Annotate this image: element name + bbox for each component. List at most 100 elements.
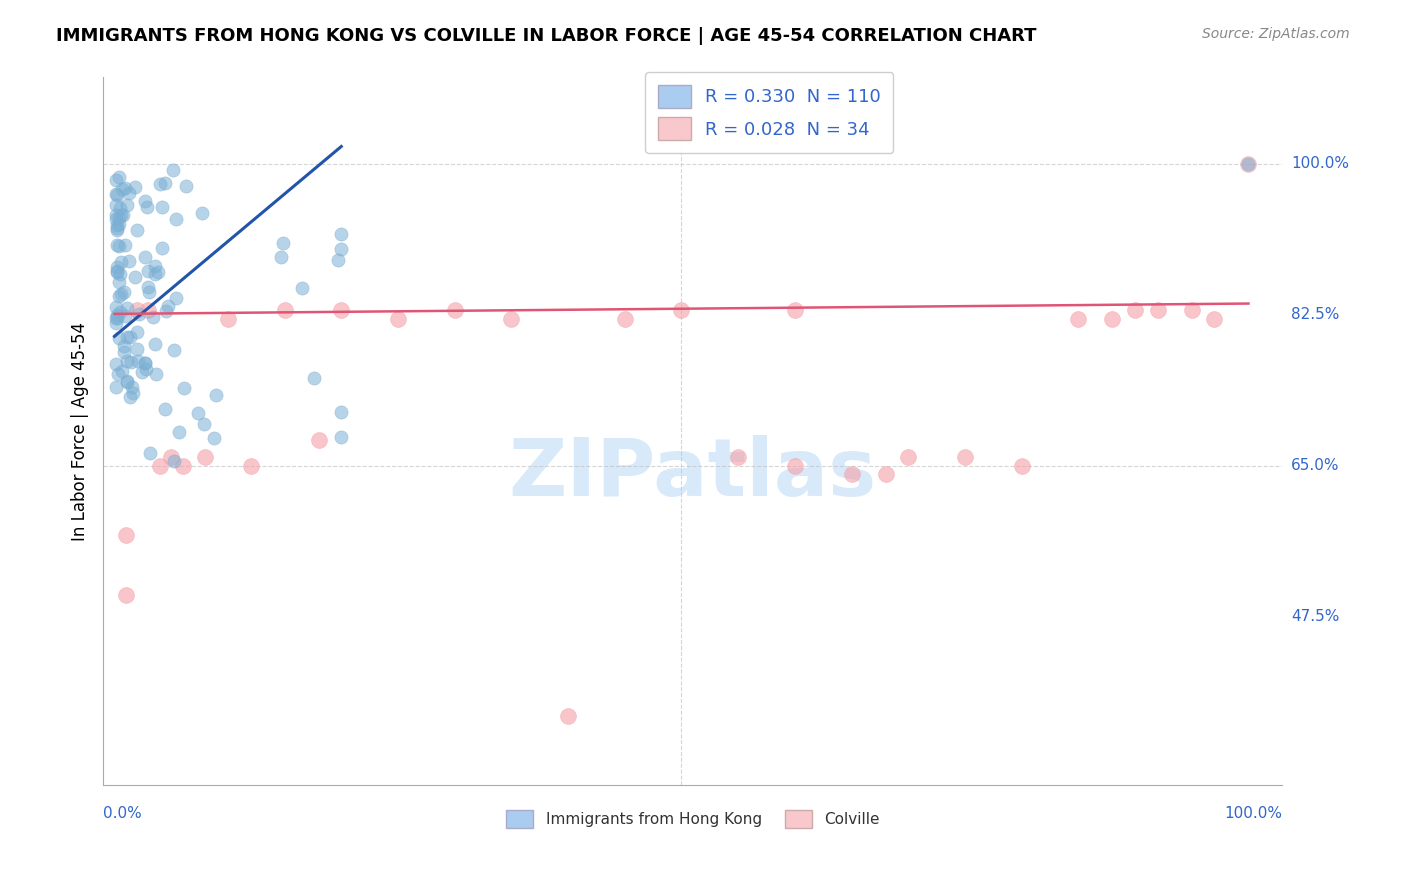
Point bbox=[217, 312, 239, 326]
Point bbox=[136, 200, 159, 214]
Point bbox=[111, 364, 134, 378]
Point bbox=[291, 281, 314, 295]
Point bbox=[150, 200, 173, 214]
Point bbox=[131, 364, 153, 378]
Point bbox=[104, 197, 127, 211]
Point bbox=[108, 275, 131, 289]
Point bbox=[193, 417, 215, 432]
Point bbox=[117, 354, 139, 368]
Point bbox=[108, 267, 131, 281]
Point bbox=[187, 406, 209, 420]
Text: ZIPatlas: ZIPatlas bbox=[509, 434, 877, 513]
Point bbox=[329, 430, 352, 444]
Point bbox=[157, 299, 180, 313]
Point bbox=[271, 236, 294, 251]
Point bbox=[953, 450, 976, 465]
Point bbox=[105, 316, 128, 330]
Point bbox=[162, 163, 184, 178]
Point bbox=[1123, 303, 1146, 318]
Point bbox=[104, 357, 127, 371]
Point bbox=[671, 303, 693, 318]
Point bbox=[114, 181, 136, 195]
Point bbox=[557, 709, 579, 723]
Point bbox=[145, 336, 167, 351]
Point bbox=[124, 180, 146, 194]
Legend: Immigrants from Hong Kong, Colville: Immigrants from Hong Kong, Colville bbox=[499, 805, 886, 834]
Point bbox=[172, 458, 194, 473]
Point bbox=[163, 454, 186, 468]
Point bbox=[104, 379, 127, 393]
Point bbox=[115, 330, 138, 344]
Point bbox=[115, 301, 138, 315]
Point bbox=[112, 285, 135, 300]
Point bbox=[329, 227, 352, 241]
Point bbox=[136, 264, 159, 278]
Point bbox=[105, 260, 128, 274]
Point bbox=[104, 211, 127, 226]
Point bbox=[155, 402, 177, 417]
Point bbox=[114, 339, 136, 353]
Point bbox=[330, 405, 353, 419]
Point bbox=[727, 450, 749, 465]
Point bbox=[138, 285, 160, 300]
Point bbox=[155, 304, 177, 318]
Point bbox=[111, 182, 134, 196]
Point bbox=[173, 381, 195, 395]
Point bbox=[165, 291, 187, 305]
Point bbox=[114, 588, 136, 602]
Point bbox=[107, 264, 129, 278]
Point bbox=[138, 303, 160, 318]
Point bbox=[328, 252, 350, 267]
Point bbox=[1101, 312, 1123, 326]
Point bbox=[108, 289, 131, 303]
Y-axis label: In Labor Force | Age 45-54: In Labor Force | Age 45-54 bbox=[72, 322, 89, 541]
Point bbox=[111, 208, 134, 222]
Point bbox=[105, 222, 128, 236]
Point bbox=[1204, 312, 1226, 326]
Point bbox=[127, 354, 149, 368]
Point bbox=[202, 432, 225, 446]
Point bbox=[110, 287, 132, 301]
Point bbox=[308, 433, 330, 447]
Point bbox=[165, 211, 187, 226]
Point bbox=[194, 450, 217, 465]
Point bbox=[128, 307, 150, 321]
Point bbox=[125, 223, 148, 237]
Point bbox=[104, 310, 127, 325]
Point bbox=[118, 254, 141, 268]
Point bbox=[1237, 157, 1260, 171]
Point bbox=[150, 241, 173, 255]
Point bbox=[108, 218, 131, 232]
Point bbox=[191, 206, 214, 220]
Point bbox=[107, 188, 129, 202]
Text: IMMIGRANTS FROM HONG KONG VS COLVILLE IN LABOR FORCE | AGE 45-54 CORRELATION CHA: IMMIGRANTS FROM HONG KONG VS COLVILLE IN… bbox=[56, 27, 1036, 45]
Point bbox=[167, 425, 190, 439]
Point bbox=[108, 211, 131, 225]
Point bbox=[118, 186, 141, 200]
Point bbox=[110, 208, 132, 222]
Text: 0.0%: 0.0% bbox=[103, 806, 142, 822]
Point bbox=[443, 303, 465, 318]
Point bbox=[163, 343, 186, 357]
Point bbox=[330, 303, 353, 318]
Point bbox=[115, 198, 138, 212]
Point bbox=[110, 305, 132, 319]
Point bbox=[1237, 157, 1260, 171]
Point bbox=[105, 265, 128, 279]
Point bbox=[107, 331, 129, 345]
Point bbox=[897, 450, 920, 465]
Point bbox=[108, 201, 131, 215]
Point bbox=[115, 376, 138, 390]
Point bbox=[114, 528, 136, 542]
Point bbox=[122, 385, 145, 400]
Point bbox=[143, 260, 166, 274]
Point bbox=[138, 446, 160, 460]
Text: 82.5%: 82.5% bbox=[1291, 307, 1339, 322]
Point bbox=[205, 388, 228, 402]
Text: 47.5%: 47.5% bbox=[1291, 609, 1339, 624]
Point bbox=[104, 300, 127, 314]
Point bbox=[124, 270, 146, 285]
Point bbox=[149, 458, 172, 473]
Text: 100.0%: 100.0% bbox=[1225, 806, 1282, 822]
Point bbox=[239, 458, 262, 473]
